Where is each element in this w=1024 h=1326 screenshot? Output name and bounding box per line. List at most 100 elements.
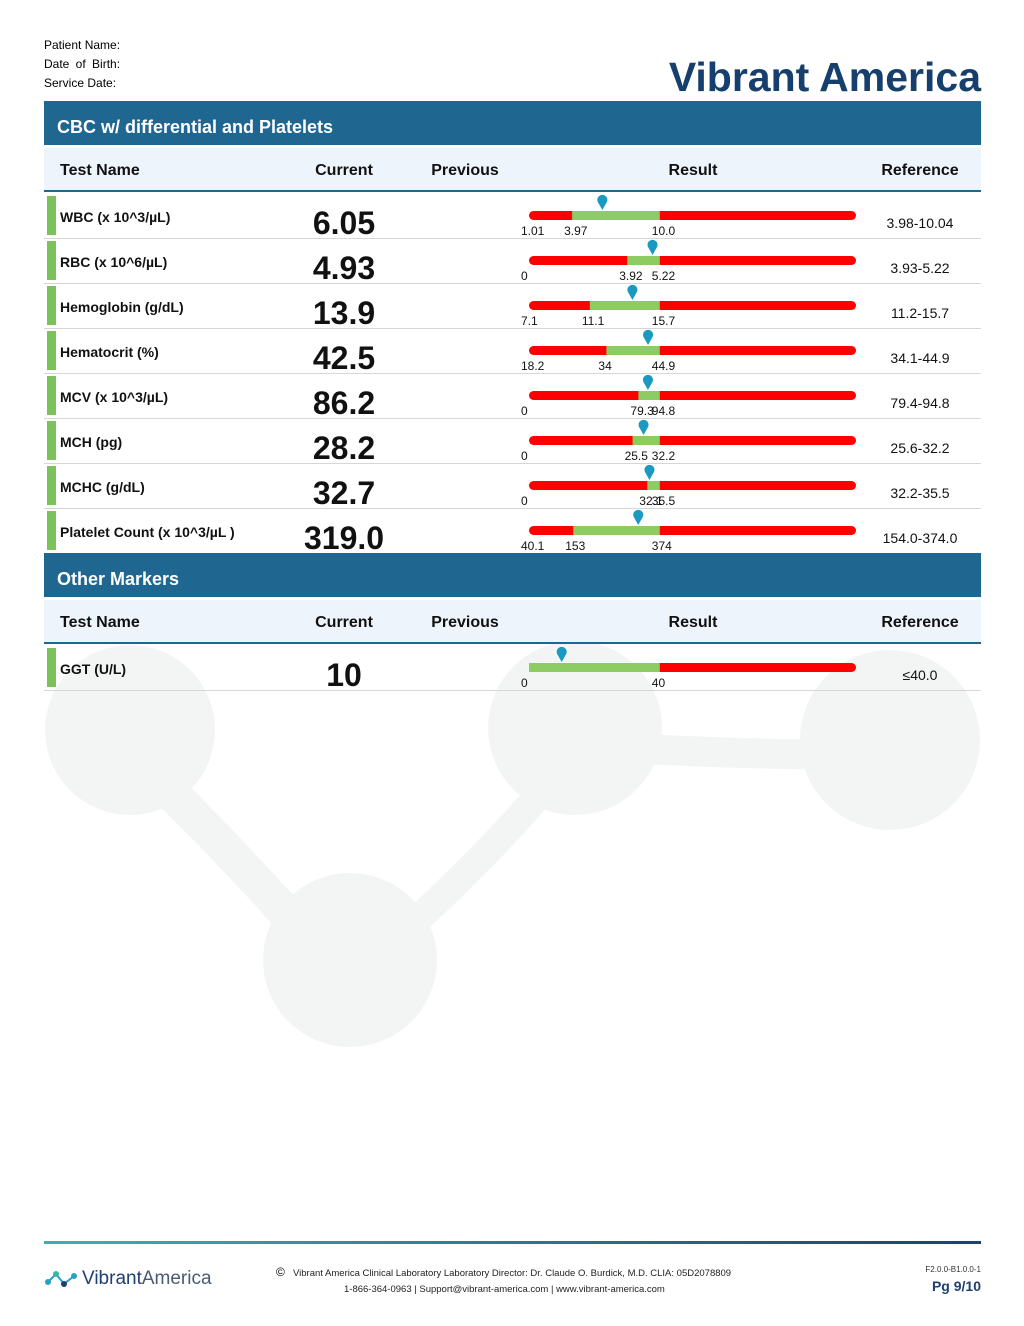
result-bar [529, 374, 856, 400]
bar-out-of-range [529, 391, 856, 400]
column-header: Current [315, 162, 373, 179]
patient-name-label: Patient Name: [44, 38, 121, 52]
range-tick-label: 1.01 [521, 224, 545, 238]
range-tick-label: 79.3 [630, 404, 654, 418]
status-flag [47, 286, 56, 325]
dob-label: Date of Birth: [44, 57, 121, 71]
bar-out-of-range [529, 436, 856, 445]
bar-in-range [606, 346, 660, 355]
brand: Vibrant America [668, 54, 981, 100]
test-name: WBC (x 10^3/µL) [60, 209, 171, 225]
current-value: 10 [326, 657, 362, 693]
range-tick-label: 7.1 [521, 314, 538, 328]
test-row: Hematocrit (%) 42.5 34.1-44.9 18.2 34 44.9 [44, 328, 981, 376]
reference-range: ≤40.0 [902, 667, 938, 683]
reference-range: 25.6-32.2 [890, 440, 950, 456]
range-tick-label: 0 [521, 404, 528, 418]
current-marker [556, 646, 567, 662]
range-tick-label: 153 [565, 539, 586, 553]
current-marker [647, 239, 658, 255]
copyright: © [276, 1265, 285, 1279]
table-header: Test Name Current Previous Result Reference [44, 148, 981, 192]
result-bar [529, 419, 856, 445]
reference-range: 154.0-374.0 [882, 530, 958, 546]
footer-line1: Vibrant America Clinical Laboratory Labo… [293, 1268, 732, 1279]
current-value: 6.05 [312, 205, 376, 241]
test-name: MCV (x 10^3/µL) [60, 389, 169, 405]
bar-in-range [627, 256, 660, 265]
footer-logo-text: VibrantAmerica [82, 1268, 212, 1290]
test-row: MCH (pg) 28.2 25.6-32.2 0 25.5 32.2 [44, 418, 981, 466]
range-tick-label: 11.1 [581, 314, 605, 328]
range-tick-label: 35.5 [651, 494, 676, 508]
status-flag [47, 511, 56, 550]
reference-range: 11.2-15.7 [890, 305, 950, 321]
column-header: Current [315, 614, 373, 631]
column-header: Previous [431, 162, 499, 179]
range-tick-label: 0 [521, 676, 528, 690]
status-flag [47, 196, 56, 235]
test-row: RBC (x 10^6/µL) 4.93 3.93-5.22 0 3.92 5.22 [44, 238, 981, 286]
reference-range: 3.93-5.22 [890, 260, 950, 276]
test-name: Platelet Count (x 10^3/µL ) [60, 524, 235, 540]
test-row: Platelet Count (x 10^3/µL ) 319.0 154.0-37… [44, 508, 981, 556]
range-tick-label: 0 [521, 449, 528, 463]
test-name: Hematocrit (%) [60, 344, 159, 360]
bar-in-range [572, 211, 660, 220]
logo-part2: America [141, 1268, 212, 1289]
current-value: 42.5 [312, 340, 376, 376]
bar-out-of-range [529, 301, 856, 310]
test-row: MCV (x 10^3/µL) 86.2 79.4-94.8 0 79.3 94.8 [44, 373, 981, 421]
current-marker [597, 194, 608, 210]
status-flag [47, 421, 56, 460]
column-header: Reference [881, 614, 959, 631]
range-tick-label: 44.9 [651, 359, 676, 373]
current-marker [627, 284, 638, 300]
current-value: 13.9 [312, 295, 376, 331]
bar-in-range [573, 526, 660, 535]
current-marker [642, 374, 653, 390]
logo-part1: Vibrant [82, 1268, 142, 1289]
range-tick-label: 3.92 [619, 269, 643, 283]
range-tick-label: 5.22 [651, 269, 676, 283]
current-value: 319.0 [304, 520, 385, 556]
test-row: Hemoglobin (g/dL) 13.9 11.2-15.7 7.1 11.1 15.… [44, 283, 981, 331]
status-flag [47, 466, 56, 505]
result-bar [529, 329, 856, 355]
range-tick-label: 40.1 [521, 539, 545, 553]
reference-range: 79.4-94.8 [890, 395, 950, 411]
column-header: Test Name [60, 614, 140, 631]
range-tick-label: 34 [598, 359, 612, 373]
current-value: 4.93 [312, 250, 376, 286]
range-tick-label: 32.1 [639, 494, 663, 508]
service-date-label: Service Date: [44, 76, 117, 90]
current-marker [644, 464, 655, 480]
bar-in-range [632, 436, 660, 445]
bar-out-of-range [529, 346, 856, 355]
reference-range: 34.1-44.9 [890, 350, 950, 366]
range-tick-label: 10.0 [651, 224, 676, 238]
status-flag [47, 376, 56, 415]
range-tick-label: 40 [651, 676, 666, 690]
bar-out-of-range [529, 481, 856, 490]
version: F2.0.0-B1.0.0-1 [925, 1265, 981, 1274]
column-header: Result [668, 614, 718, 631]
column-header: Previous [431, 614, 499, 631]
result-bar [529, 194, 856, 220]
result-bar [529, 509, 856, 535]
bar-in-range [589, 301, 660, 310]
range-tick-label: 0 [521, 494, 528, 508]
table-header: Test Name Current Previous Result Reference [44, 600, 981, 644]
current-value: 32.7 [312, 475, 376, 511]
footer-logo-icon [45, 1271, 77, 1287]
status-flag [47, 648, 56, 687]
column-header: Reference [881, 162, 959, 179]
range-tick-label: 3.97 [564, 224, 588, 238]
status-flag [47, 331, 56, 370]
result-bar [529, 464, 856, 490]
bar-in-range [638, 391, 660, 400]
section-title: Other Markers [44, 553, 981, 597]
footer-rule [44, 1241, 981, 1244]
